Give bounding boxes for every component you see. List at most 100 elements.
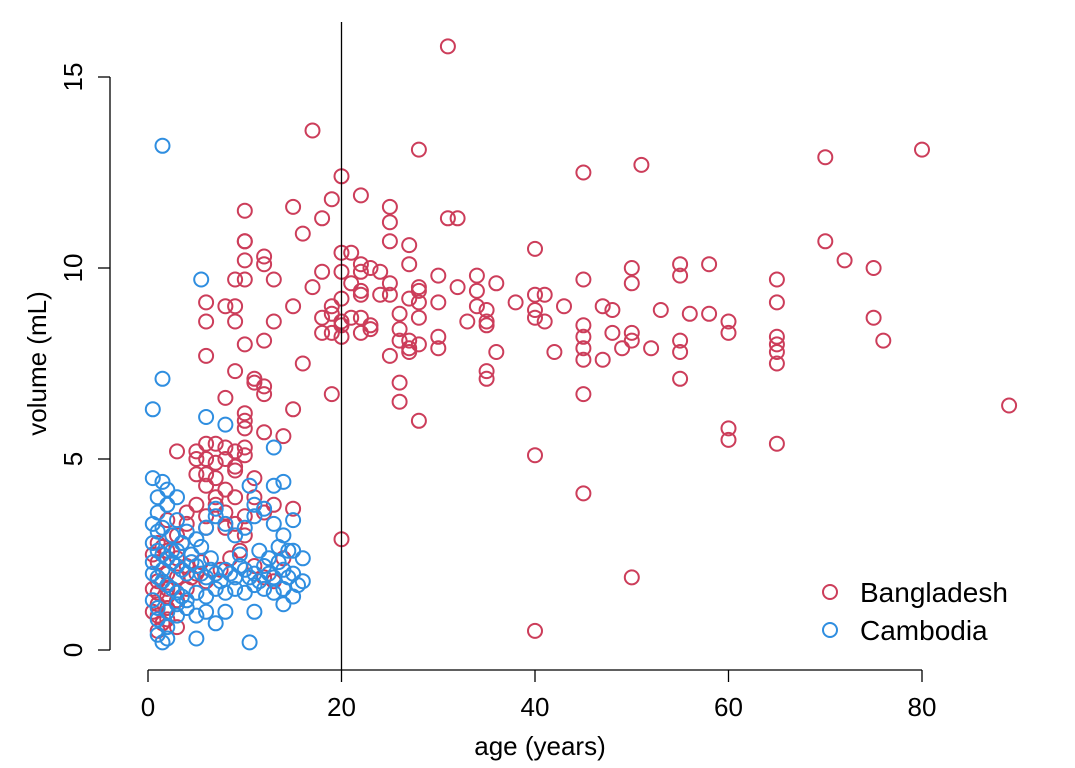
legend-marker-cambodia bbox=[822, 622, 838, 638]
cambodia-point bbox=[169, 512, 185, 529]
cambodia-point bbox=[144, 470, 161, 487]
bangladesh-point bbox=[410, 282, 427, 299]
bangladesh-point bbox=[817, 149, 834, 166]
bangladesh-point bbox=[527, 447, 543, 464]
bangladesh-point bbox=[439, 210, 456, 227]
cambodia-point bbox=[251, 573, 268, 590]
cambodia-point bbox=[270, 538, 287, 555]
cambodia-point bbox=[198, 588, 215, 605]
bangladesh-point bbox=[236, 439, 253, 456]
cambodia-point bbox=[169, 607, 185, 624]
cambodia-point bbox=[149, 489, 166, 506]
bangladesh-point bbox=[178, 515, 195, 532]
bangladesh-point bbox=[507, 294, 524, 311]
bangladesh-point bbox=[227, 515, 244, 532]
cambodia-point bbox=[217, 515, 234, 532]
cambodia-point bbox=[256, 500, 273, 517]
bangladesh-point bbox=[352, 187, 369, 204]
bangladesh-point bbox=[575, 164, 592, 181]
bangladesh-point bbox=[391, 305, 408, 322]
y-axis: 0 5 10 15 bbox=[58, 63, 111, 657]
cambodia-point bbox=[159, 619, 176, 636]
bangladesh-point bbox=[681, 305, 698, 322]
cambodia-point bbox=[188, 531, 205, 548]
cambodia-point bbox=[188, 630, 205, 647]
bangladesh-point bbox=[198, 451, 215, 467]
bangladesh-point bbox=[401, 290, 418, 307]
bangladesh-point bbox=[672, 332, 689, 349]
bangladesh-point bbox=[468, 282, 485, 299]
bangladesh-point bbox=[285, 198, 302, 215]
bangladesh-point bbox=[314, 324, 331, 341]
cambodia-point bbox=[178, 592, 195, 609]
y-tick-label: 0 bbox=[58, 643, 88, 657]
cambodia-point bbox=[241, 569, 258, 586]
cambodia-point bbox=[246, 496, 263, 513]
bangladesh-point bbox=[362, 321, 379, 338]
cambodia-point bbox=[285, 588, 302, 605]
bangladesh-point bbox=[236, 447, 253, 464]
x-tick-label: 20 bbox=[327, 692, 356, 722]
cambodia-point bbox=[246, 508, 263, 525]
bangladesh-point bbox=[623, 332, 640, 349]
bangladesh-point bbox=[265, 496, 282, 513]
bangladesh-point bbox=[256, 332, 273, 349]
bangladesh-point bbox=[275, 428, 292, 445]
bangladesh-point bbox=[207, 489, 224, 506]
cambodia-point bbox=[149, 611, 166, 628]
bangladesh-point bbox=[304, 122, 321, 139]
cambodia-point bbox=[149, 600, 166, 616]
bangladesh-point bbox=[159, 611, 176, 628]
cambodia-point bbox=[169, 584, 185, 601]
bangladesh-point bbox=[478, 302, 495, 318]
bangladesh-point bbox=[633, 156, 650, 173]
bangladesh-point bbox=[817, 233, 834, 250]
bangladesh-point bbox=[314, 309, 331, 326]
cambodia-point bbox=[217, 561, 234, 578]
bangladesh-point bbox=[323, 324, 340, 341]
cambodia-point bbox=[294, 550, 311, 567]
bangladesh-point bbox=[198, 466, 215, 483]
bangladesh-point bbox=[381, 275, 398, 292]
bangladesh-point bbox=[343, 275, 360, 292]
cambodia-point bbox=[241, 634, 258, 651]
cambodia-point bbox=[294, 573, 311, 590]
bangladesh-point bbox=[207, 470, 224, 487]
bangladesh-point bbox=[410, 412, 427, 429]
bangladesh-point bbox=[352, 324, 369, 341]
bangladesh-point bbox=[575, 351, 592, 368]
bangladesh-point bbox=[193, 554, 210, 571]
bangladesh-point bbox=[217, 504, 234, 521]
cambodia-point bbox=[149, 626, 166, 643]
cambodia-point bbox=[188, 607, 205, 624]
bangladesh-point bbox=[768, 328, 785, 345]
bangladesh-point bbox=[594, 298, 611, 315]
bangladesh-point bbox=[352, 309, 369, 326]
bangladesh-point bbox=[391, 321, 408, 338]
cambodia-point bbox=[256, 580, 273, 597]
cambodia-point bbox=[275, 580, 292, 597]
bangladesh-point bbox=[323, 305, 340, 322]
bangladesh-point bbox=[236, 412, 253, 429]
bangladesh-point bbox=[478, 370, 495, 387]
bangladesh-point bbox=[144, 546, 161, 563]
bangladesh-point bbox=[575, 340, 592, 357]
bangladesh-point bbox=[256, 378, 273, 395]
cambodia-point bbox=[202, 550, 219, 567]
bangladesh-point bbox=[198, 294, 215, 311]
bangladesh-point bbox=[488, 344, 505, 360]
x-tick-label: 60 bbox=[714, 692, 743, 722]
bangladesh-point bbox=[372, 286, 389, 303]
cambodia-point bbox=[265, 477, 282, 494]
bangladesh-point bbox=[343, 309, 360, 326]
cambodia-point bbox=[159, 577, 176, 594]
bangladesh-point bbox=[265, 313, 282, 330]
bangladesh-point bbox=[381, 233, 398, 250]
bangladesh-point bbox=[323, 191, 340, 208]
bangladesh-point bbox=[198, 477, 215, 494]
bangladesh-point bbox=[430, 267, 447, 284]
cambodia-point bbox=[193, 271, 210, 288]
cambodia-point bbox=[260, 565, 277, 582]
bangladesh-point bbox=[391, 332, 408, 349]
bangladesh-point bbox=[188, 466, 205, 483]
